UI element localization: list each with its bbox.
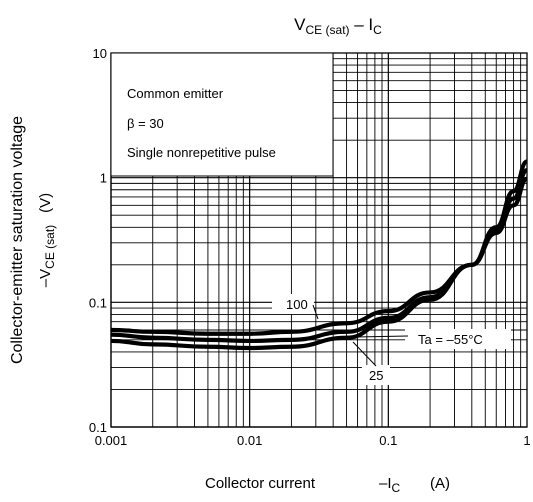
- label-100-leader: [312, 304, 319, 320]
- chart-title-sub1: CE (sat): [306, 23, 350, 37]
- y-tick-label: 0.1: [89, 420, 107, 435]
- label-25-bg: [362, 365, 390, 385]
- series-label-ta: Ta = –55°C: [418, 332, 483, 347]
- label-100-bg: [272, 294, 314, 314]
- label-25-leader: [352, 341, 377, 367]
- x-axis-label-sym: –I: [379, 475, 392, 492]
- y-axis-label-sub: CE (sat): [43, 225, 57, 269]
- condition-box-bg: [110, 52, 334, 177]
- condition-line-2: β = 30: [127, 116, 164, 131]
- y-axis-label-sym: –V: [37, 269, 54, 287]
- label-ta-leader: [355, 335, 409, 338]
- x-tick-label: 0.01: [237, 433, 262, 448]
- condition-line-1: Common emitter: [127, 86, 224, 101]
- x-axis-label-symbol: –IC: [379, 475, 401, 495]
- y-tick-label: 0.1: [89, 295, 107, 310]
- x-tick-label: 0.1: [379, 433, 397, 448]
- x-axis-label-main: Collector current: [205, 475, 316, 492]
- y-axis-label-line1: Collector-emitter saturation voltage: [9, 116, 26, 364]
- svg-text:–VCE (sat)(V): –VCE (sat) (V): [37, 193, 57, 287]
- series-group: [110, 159, 529, 351]
- series-line-2: [110, 168, 528, 344]
- x-axis-label-unit: (A): [430, 475, 450, 492]
- y-tick-label: 10: [93, 46, 107, 61]
- y-tick-label: 1: [100, 171, 107, 186]
- y-axis-label: Collector-emitter saturation voltage: [9, 116, 26, 364]
- chart-title: VCE (sat) – IC: [294, 15, 382, 37]
- condition-line-3: Single nonrepetitive pulse: [127, 145, 276, 160]
- chart-title-main: V: [294, 15, 306, 34]
- series-line-3: [110, 159, 529, 351]
- series-label-100: 100: [286, 297, 308, 312]
- y-axis-label-unit: (V): [37, 193, 54, 213]
- x-tick-label: 0.001: [95, 433, 128, 448]
- series-label-25: 25: [369, 368, 383, 383]
- y-axis-label-2: –VCE (sat) (V): [37, 193, 57, 287]
- x-axis-label-sub: C: [392, 481, 401, 495]
- chart-title-mid: – I: [350, 15, 374, 34]
- chart-title-sub2: C: [373, 23, 382, 37]
- series-line-1: [110, 176, 528, 336]
- x-tick-label: 1: [523, 433, 530, 448]
- label-ta-bg: [405, 329, 511, 349]
- condition-box: Common emitter β = 30 Single nonrepetiti…: [110, 52, 334, 177]
- x-axis-label: Collector current: [205, 475, 316, 492]
